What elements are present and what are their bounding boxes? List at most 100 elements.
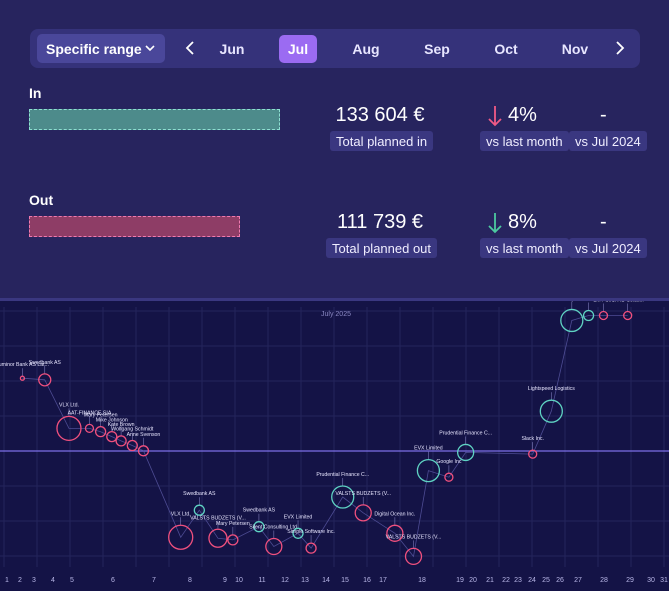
point-label: Anne Svenson bbox=[127, 432, 161, 438]
point-label: SK ID Soluti... bbox=[612, 301, 644, 304]
point-label: Wolfgang Schmidt bbox=[111, 427, 154, 433]
x-tick-label: 2 bbox=[18, 577, 22, 584]
total-in-caption: Total planned in bbox=[330, 131, 434, 151]
data-point bbox=[38, 373, 52, 387]
in-vs-last-month: vs last month bbox=[480, 131, 569, 151]
month-tab-jul[interactable]: Jul bbox=[279, 35, 317, 63]
chevron-down-icon bbox=[145, 45, 155, 52]
balance-path bbox=[22, 315, 628, 558]
point-label: VLX Ltd. bbox=[59, 402, 79, 408]
point-label: VALSTS BUDZETS (V... bbox=[386, 534, 442, 540]
month-tab-sep[interactable]: Sep bbox=[424, 41, 450, 57]
data-point bbox=[115, 435, 127, 447]
x-tick-label: 17 bbox=[379, 577, 387, 584]
data-point bbox=[84, 423, 95, 434]
point-label: EVX Limited bbox=[414, 446, 443, 452]
point-label: Coöperatieve Rabob... bbox=[563, 301, 615, 303]
month-tab-aug[interactable]: Aug bbox=[352, 41, 380, 57]
data-point bbox=[168, 524, 194, 550]
point-label: Mary Petersen bbox=[216, 521, 250, 527]
in-vs-year-label: vs Jul 2024 bbox=[569, 131, 647, 151]
data-point bbox=[253, 521, 265, 533]
data-point bbox=[444, 472, 454, 482]
arrow-down-icon bbox=[488, 212, 502, 233]
x-tick-label: 22 bbox=[502, 577, 510, 584]
point-label: VALSTS BUDZETS (V... bbox=[190, 515, 246, 521]
data-point bbox=[227, 534, 239, 546]
point-label: Swedbank AS bbox=[183, 491, 216, 497]
in-row-label: In bbox=[29, 85, 42, 101]
x-tick-label: 9 bbox=[223, 577, 227, 584]
data-point bbox=[94, 426, 107, 438]
point-label: AAT-FINANCE SIA bbox=[68, 410, 112, 416]
out-vs-year-value: - bbox=[600, 211, 607, 233]
point-label: Kate Brown bbox=[108, 422, 135, 428]
data-point bbox=[137, 445, 150, 457]
x-tick-label: 19 bbox=[456, 577, 464, 584]
x-tick-label: 10 bbox=[235, 577, 243, 584]
x-tick-label: 12 bbox=[281, 577, 289, 584]
data-point bbox=[386, 524, 404, 542]
point-label: Lightspeed Logistics bbox=[528, 386, 575, 392]
cashflow-chart: July 2025 1 2 3 4 5 6 7 8 9 10 11 12 13 14 15 16 17 18 19 20… bbox=[0, 301, 669, 591]
planned-out-bar bbox=[29, 216, 240, 237]
x-tick-label: 11 bbox=[258, 577, 265, 584]
point-label: Swedbank AS bbox=[243, 508, 276, 514]
data-point bbox=[539, 399, 563, 423]
out-row-label: Out bbox=[29, 192, 54, 208]
data-point bbox=[598, 310, 609, 321]
point-label: VLX Ltd. bbox=[171, 511, 191, 517]
point-label: Luminor Bank AS Lat... bbox=[0, 362, 49, 368]
data-point bbox=[354, 504, 372, 522]
x-tick-label: 3 bbox=[32, 577, 36, 584]
total-in-amount: 133 604 € bbox=[335, 104, 425, 126]
data-point bbox=[416, 458, 441, 483]
data-point bbox=[305, 542, 317, 554]
data-point bbox=[292, 527, 304, 539]
point-label: VALSTS BUDZETS (V... bbox=[335, 491, 391, 497]
point-label: Prudential Finance C... bbox=[316, 472, 369, 478]
month-tab-oct[interactable]: Oct bbox=[494, 41, 518, 57]
data-point bbox=[582, 309, 595, 322]
point-label: Simple Software Inc. bbox=[287, 529, 335, 535]
chevron-left-icon[interactable] bbox=[183, 40, 197, 56]
x-tick-label: 16 bbox=[363, 577, 371, 584]
in-vs-year-value: - bbox=[600, 104, 607, 126]
x-tick-label: 4 bbox=[51, 577, 55, 584]
x-tick-label: 28 bbox=[600, 577, 608, 584]
x-tick-label: 29 bbox=[626, 577, 634, 584]
data-point bbox=[623, 310, 633, 321]
data-point bbox=[106, 430, 118, 443]
x-tick-label: 25 bbox=[542, 577, 550, 584]
specific-range-label: Specific range bbox=[46, 40, 142, 57]
point-label: Silent Consulting Ltd. bbox=[249, 525, 298, 531]
in-change-value: 4% bbox=[508, 104, 537, 126]
month-tab-jun[interactable]: Jun bbox=[219, 41, 245, 57]
point-label: Slack Inc. bbox=[521, 436, 544, 442]
out-vs-last-month: vs last month bbox=[480, 238, 569, 258]
point-label: LMT SIA bbox=[593, 301, 614, 304]
x-tick-label: 26 bbox=[556, 577, 564, 584]
point-label: Mary Petersen bbox=[84, 413, 118, 419]
out-change-value: 8% bbox=[508, 211, 537, 233]
chevron-right-icon[interactable] bbox=[613, 40, 627, 56]
total-out-amount: 111 739 € bbox=[336, 211, 423, 233]
data-point bbox=[560, 308, 584, 333]
data-point bbox=[528, 449, 538, 459]
x-tick-label: 23 bbox=[514, 577, 522, 584]
point-label: Mike Johnson bbox=[96, 418, 128, 424]
month-tab-nov[interactable]: Nov bbox=[561, 41, 589, 57]
point-label: Digital Ocean Inc. bbox=[374, 511, 415, 517]
x-tick-label: 6 bbox=[111, 577, 115, 584]
specific-range-button[interactable]: Specific range bbox=[37, 34, 165, 63]
data-point bbox=[265, 537, 283, 556]
data-point bbox=[56, 415, 82, 442]
data-point bbox=[193, 504, 205, 516]
x-tick-label: 20 bbox=[469, 577, 477, 584]
data-point bbox=[126, 439, 138, 452]
data-point bbox=[19, 375, 26, 381]
in-change: 4% bbox=[488, 104, 537, 127]
total-out-caption: Total planned out bbox=[326, 238, 438, 258]
data-point bbox=[404, 547, 423, 566]
